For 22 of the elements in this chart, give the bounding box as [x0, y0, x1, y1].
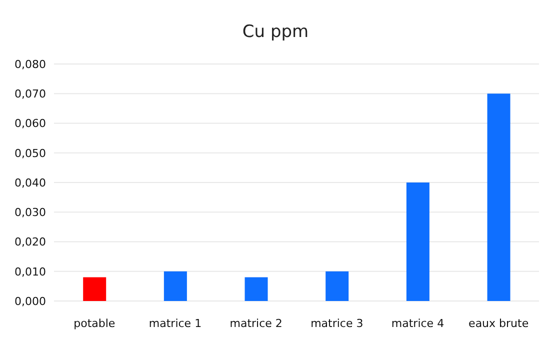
bar: [244, 277, 268, 301]
y-tick-label: 0,000: [14, 294, 46, 308]
x-tick-label: matrice 3: [310, 316, 364, 330]
y-tick-label: 0,070: [14, 88, 46, 101]
y-tick-label: 0,040: [14, 176, 46, 190]
y-tick-label: 0,050: [14, 146, 46, 160]
chart-title: Cu ppm: [241, 21, 310, 44]
y-tick-label: 0,060: [14, 117, 46, 130]
x-tick-label: matrice 2: [230, 316, 282, 330]
y-tick-label: 0,080: [14, 58, 46, 71]
x-tick-label: matrice 4: [391, 316, 444, 330]
x-tick-label: matrice 1: [148, 316, 202, 330]
bar: [487, 94, 510, 301]
x-tick-label: eaux brute: [468, 316, 529, 330]
y-tick-label: 0,030: [14, 206, 46, 220]
y-tick-label: 0,010: [14, 265, 46, 278]
bar: [406, 182, 430, 301]
bar: [326, 271, 349, 301]
y-tick-label: 0,020: [14, 236, 46, 249]
bar: [164, 271, 187, 301]
x-tick-label: potable: [74, 316, 116, 330]
bar: [83, 277, 106, 301]
